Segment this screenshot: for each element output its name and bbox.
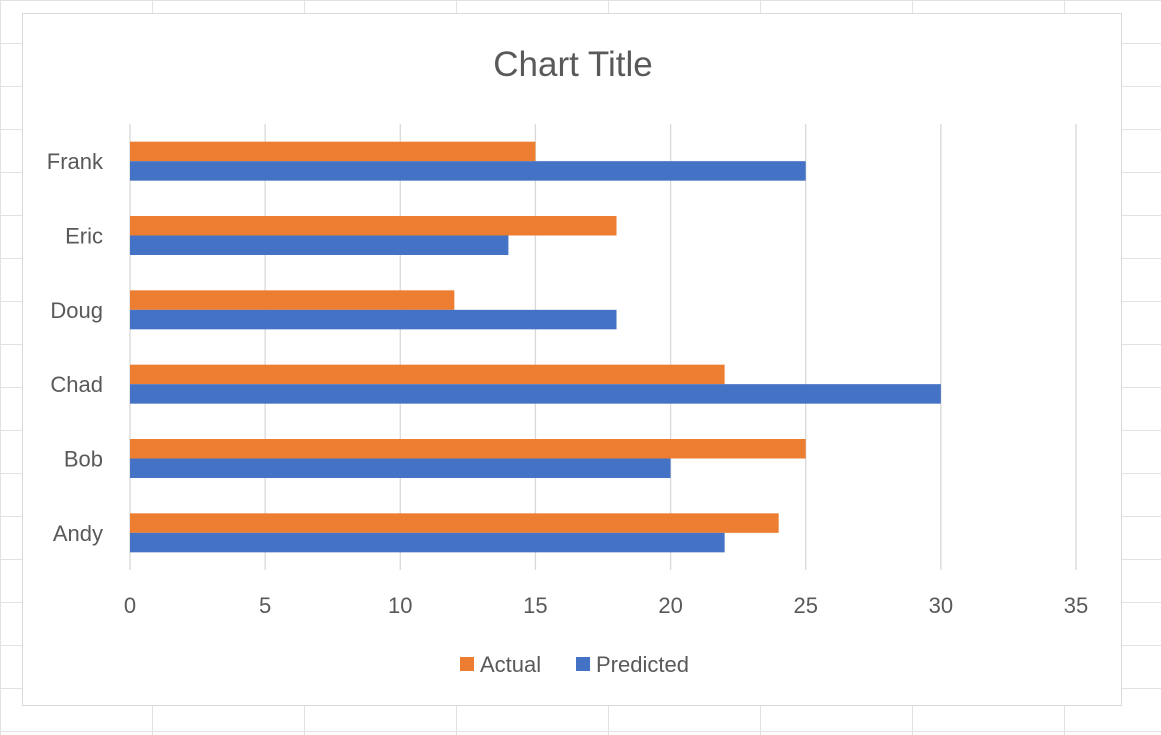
bar-actual-eric[interactable] xyxy=(130,216,617,236)
bar-predicted-doug[interactable] xyxy=(130,309,617,330)
bar-predicted-chad[interactable] xyxy=(130,384,941,404)
x-tick-label: 5 xyxy=(259,593,271,618)
bar-actual-chad[interactable] xyxy=(130,364,725,385)
bar-predicted-eric[interactable] xyxy=(130,235,509,256)
legend-swatch-predicted xyxy=(576,657,590,671)
category-label-chad: Chad xyxy=(50,372,103,397)
x-tick-label: 25 xyxy=(793,593,817,618)
category-label-bob: Bob xyxy=(64,447,103,472)
bar-actual-doug[interactable] xyxy=(130,290,455,310)
category-label-doug: Doug xyxy=(50,298,103,323)
gridlines xyxy=(129,124,1077,570)
bar-predicted-frank[interactable] xyxy=(130,161,806,181)
legend[interactable]: Actual Predicted xyxy=(460,652,689,677)
x-tick-label: 30 xyxy=(929,593,953,618)
x-tick-label: 35 xyxy=(1064,593,1088,618)
bar-predicted-bob[interactable] xyxy=(130,458,671,479)
category-label-frank: Frank xyxy=(47,149,104,174)
legend-label-actual: Actual xyxy=(480,652,541,677)
legend-swatch-actual xyxy=(460,657,474,671)
bar-predicted-andy[interactable] xyxy=(130,532,725,553)
chart-title[interactable]: Chart Title xyxy=(493,45,653,84)
category-label-andy: Andy xyxy=(53,521,103,546)
bars xyxy=(130,141,941,553)
category-label-eric: Eric xyxy=(65,224,103,249)
x-tick-label: 20 xyxy=(658,593,682,618)
chart-area xyxy=(22,13,1122,706)
bar-actual-andy[interactable] xyxy=(130,513,779,533)
x-tick-label: 15 xyxy=(523,593,547,618)
category-labels: Andy Bob Chad Doug Eric Frank xyxy=(47,149,104,546)
bar-actual-bob[interactable] xyxy=(130,439,806,459)
x-tick-label: 10 xyxy=(388,593,412,618)
bar-actual-frank[interactable] xyxy=(130,141,536,162)
legend-label-predicted: Predicted xyxy=(596,652,689,677)
x-tick-label: 0 xyxy=(124,593,136,618)
value-tick-labels: 0 5 10 15 20 25 30 35 xyxy=(124,593,1088,618)
